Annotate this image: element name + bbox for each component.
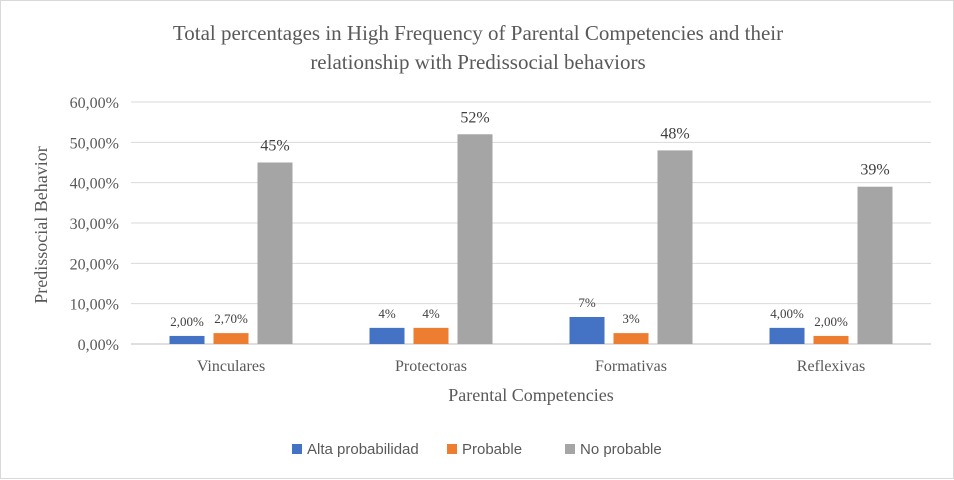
bar <box>813 335 849 344</box>
data-label: 2,00% <box>170 314 204 329</box>
y-tick-label: 50,00% <box>70 135 119 152</box>
legend-swatch <box>565 444 575 454</box>
gridlines <box>131 101 931 345</box>
y-axis-title: Predissocial Behavior <box>31 146 51 303</box>
data-label: 4% <box>422 306 440 321</box>
data-labels: 2,00% 2,70% 45% 4% 4% 52% 7% 3% 48% 4,00% 2,00% 39% <box>170 109 889 329</box>
bar <box>457 134 493 344</box>
legend-swatch <box>292 444 302 454</box>
y-tick-label: 10,00% <box>70 297 119 314</box>
bar <box>213 333 249 344</box>
data-label: 45% <box>260 138 289 155</box>
bar <box>857 186 893 344</box>
y-tick-label: 30,00% <box>70 216 119 233</box>
data-label: 52% <box>460 109 489 126</box>
chart-title-line-1: Total percentages in High Frequency of P… <box>173 21 783 45</box>
y-tick-label: 0,00% <box>78 337 119 354</box>
y-tick-label: 60,00% <box>70 95 119 112</box>
bar <box>657 150 693 344</box>
x-tick-label: Protectoras <box>395 358 467 375</box>
x-axis-title: Parental Competencies <box>448 385 613 405</box>
bar <box>257 162 293 344</box>
data-label: 2,70% <box>214 311 248 326</box>
data-label: 3% <box>622 311 640 326</box>
x-tick-label: Vinculares <box>197 358 265 375</box>
x-axis-ticks: Vinculares Protectoras Formativas Reflexiva… <box>197 358 865 375</box>
x-tick-label: Formativas <box>595 358 667 375</box>
data-label: 7% <box>578 295 596 310</box>
bar <box>169 335 205 344</box>
data-label: 48% <box>660 125 689 142</box>
y-axis-ticks: 0,00% 10,00% 20,00% 30,00% 40,00% 50,00% 60,00… <box>70 95 119 354</box>
legend-label: Alta probabilidad <box>307 441 419 458</box>
y-tick-label: 40,00% <box>70 176 119 193</box>
bar <box>613 333 649 344</box>
legend-swatch <box>447 444 457 454</box>
legend-label: No probable <box>580 441 662 458</box>
data-label: 4,00% <box>770 306 804 321</box>
data-label: 2,00% <box>814 314 848 329</box>
bar <box>413 327 449 344</box>
legend-label: Probable <box>462 441 522 458</box>
chart-title-line-2: relationship with Predissocial behaviors <box>310 50 645 74</box>
x-tick-label: Reflexivas <box>797 358 865 375</box>
y-tick-label: 20,00% <box>70 256 119 273</box>
legend: Alta probabilidad Probable No probable <box>292 441 662 458</box>
data-label: 4% <box>378 306 396 321</box>
data-label: 39% <box>860 162 889 179</box>
bar <box>569 316 605 344</box>
bar <box>769 327 805 344</box>
bar <box>369 327 405 344</box>
bars-group <box>169 134 893 344</box>
